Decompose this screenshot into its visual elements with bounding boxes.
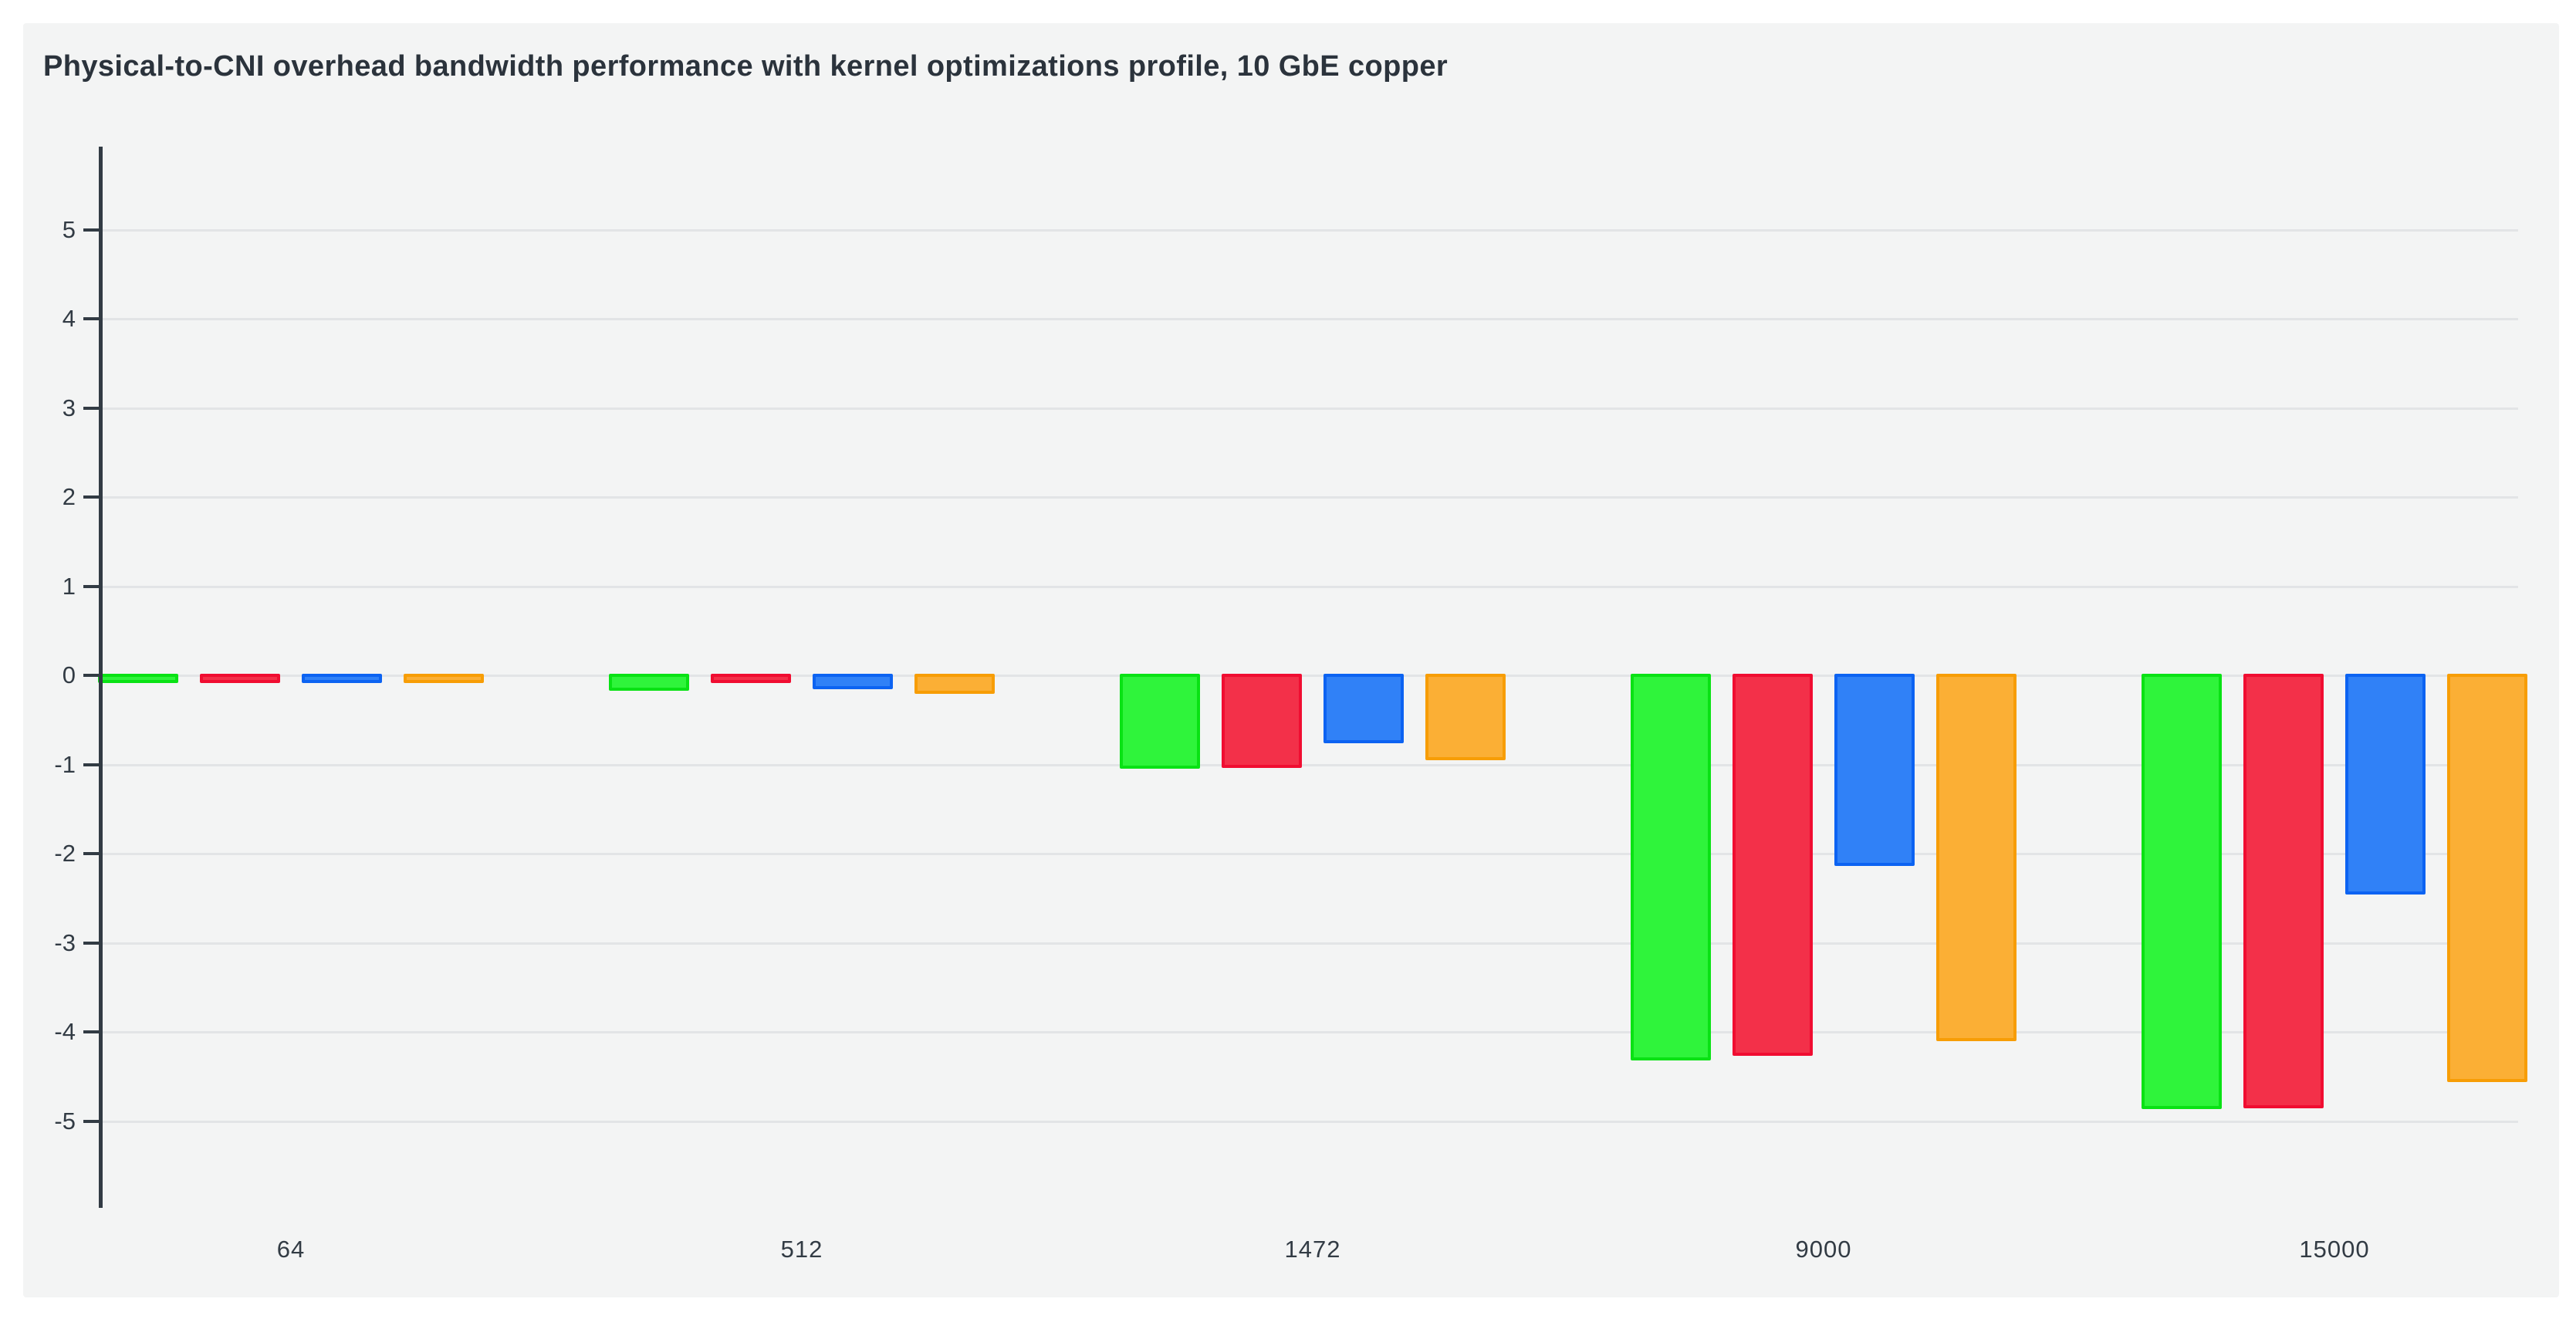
y-tick-mark bbox=[83, 228, 99, 232]
x-category-label-64: 64 bbox=[276, 1236, 306, 1263]
x-category-label-15000: 15000 bbox=[2299, 1236, 2370, 1263]
gridline-y-3 bbox=[103, 407, 2518, 410]
gridline-y--4 bbox=[103, 1031, 2518, 1033]
gridline-y-4 bbox=[103, 318, 2518, 320]
bar-red-15000 bbox=[2243, 674, 2324, 1108]
gridline-y--5 bbox=[103, 1120, 2518, 1123]
bar-red-1472 bbox=[1222, 674, 1302, 768]
bar-blue-9000 bbox=[1834, 674, 1915, 866]
y-axis-line bbox=[99, 147, 103, 1208]
y-tick-mark bbox=[83, 674, 99, 677]
y-tick-label: -2 bbox=[54, 840, 76, 867]
bar-orange-1472 bbox=[1425, 674, 1506, 760]
y-tick-label: -3 bbox=[54, 928, 76, 956]
y-tick-label: 2 bbox=[62, 483, 76, 510]
x-category-label-512: 512 bbox=[780, 1236, 823, 1263]
bar-green-9000 bbox=[1631, 674, 1711, 1060]
y-tick-label: 1 bbox=[62, 572, 76, 600]
bar-green-512 bbox=[609, 674, 689, 691]
bar-green-15000 bbox=[2142, 674, 2222, 1109]
chart-panel: Physical-to-CNI overhead bandwidth perfo… bbox=[23, 23, 2559, 1297]
y-tick-mark bbox=[83, 495, 99, 499]
gridline-y--3 bbox=[103, 942, 2518, 945]
y-tick-mark bbox=[83, 406, 99, 410]
bar-green-1472 bbox=[1120, 674, 1200, 769]
y-tick-mark bbox=[83, 1030, 99, 1033]
y-tick-label: -5 bbox=[54, 1107, 76, 1135]
bar-orange-9000 bbox=[1936, 674, 2017, 1041]
bar-green-64 bbox=[98, 674, 178, 683]
y-tick-label: 0 bbox=[62, 661, 76, 688]
gridline-y-0 bbox=[103, 675, 2518, 677]
bar-red-512 bbox=[711, 674, 791, 683]
chart-title: Physical-to-CNI overhead bandwidth perfo… bbox=[43, 50, 1449, 83]
y-tick-mark bbox=[83, 852, 99, 855]
bar-red-9000 bbox=[1733, 674, 1813, 1056]
gridline-y-5 bbox=[103, 228, 2518, 232]
y-tick-mark bbox=[83, 941, 99, 945]
bar-red-64 bbox=[200, 674, 280, 683]
y-tick-label: 4 bbox=[62, 305, 76, 332]
bar-orange-15000 bbox=[2447, 674, 2527, 1082]
x-category-label-9000: 9000 bbox=[1795, 1236, 1852, 1263]
y-tick-label: 5 bbox=[62, 215, 76, 243]
y-tick-label: -4 bbox=[54, 1018, 76, 1045]
bar-blue-64 bbox=[302, 674, 382, 683]
bar-blue-15000 bbox=[2345, 674, 2426, 895]
bar-orange-64 bbox=[404, 674, 484, 683]
y-tick-mark bbox=[83, 317, 99, 320]
gridline-y--1 bbox=[103, 763, 2518, 766]
y-tick-mark bbox=[83, 763, 99, 766]
y-tick-label: -1 bbox=[54, 750, 76, 778]
y-tick-mark bbox=[83, 1119, 99, 1123]
bar-blue-512 bbox=[813, 674, 893, 689]
gridline-y--2 bbox=[103, 853, 2518, 855]
gridline-y-2 bbox=[103, 496, 2518, 499]
x-category-label-1472: 1472 bbox=[1284, 1236, 1341, 1263]
y-tick-mark bbox=[83, 584, 99, 588]
y-tick-label: 3 bbox=[62, 394, 76, 421]
bar-orange-512 bbox=[914, 674, 995, 694]
gridline-y-1 bbox=[103, 585, 2518, 588]
bar-blue-1472 bbox=[1323, 674, 1404, 743]
